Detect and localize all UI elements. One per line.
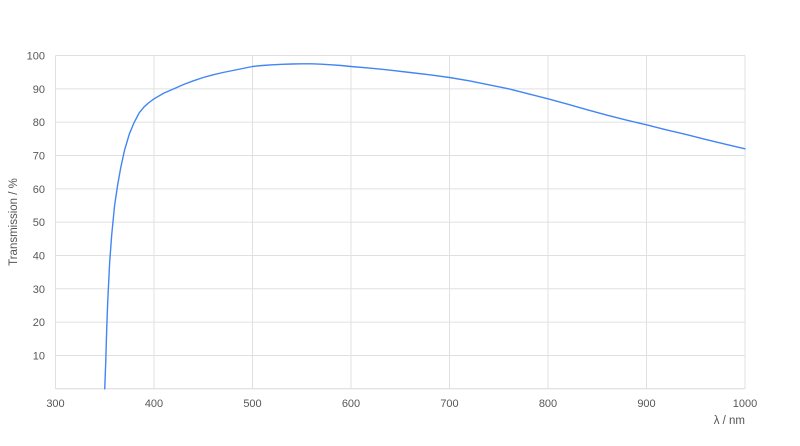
y-tick-label: 20 bbox=[33, 317, 45, 329]
y-tick-label: 100 bbox=[27, 51, 45, 63]
y-tick-label: 90 bbox=[33, 84, 45, 96]
x-tick-label: 1000 bbox=[733, 398, 757, 410]
y-tick-label: 40 bbox=[33, 250, 45, 262]
gridlines bbox=[55, 55, 746, 390]
x-axis-tick-labels: 300 400 500 600 700 800 900 1000 bbox=[46, 398, 757, 410]
x-tick-label: 600 bbox=[342, 398, 360, 410]
x-tick-label: 500 bbox=[243, 398, 261, 410]
transmission-curve bbox=[104, 63, 746, 390]
y-tick-label: 60 bbox=[33, 184, 45, 196]
y-tick-label: 30 bbox=[33, 284, 45, 296]
y-tick-label: 50 bbox=[33, 217, 45, 229]
y-axis-tick-labels: 10 20 30 40 50 60 70 80 90 100 bbox=[27, 51, 45, 363]
y-axis-title: Transmission / % bbox=[8, 178, 20, 266]
x-tick-label: 700 bbox=[440, 398, 458, 410]
x-tick-label: 400 bbox=[145, 398, 163, 410]
x-axis-title: λ / nm bbox=[714, 415, 745, 427]
x-tick-label: 300 bbox=[46, 398, 64, 410]
x-tick-label: 900 bbox=[637, 398, 655, 410]
y-tick-label: 80 bbox=[33, 117, 45, 129]
y-tick-label: 70 bbox=[33, 150, 45, 162]
y-tick-label: 10 bbox=[33, 350, 45, 362]
x-tick-label: 800 bbox=[539, 398, 557, 410]
